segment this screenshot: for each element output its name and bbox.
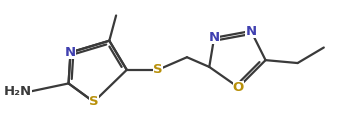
Text: N: N <box>245 25 257 38</box>
Text: N: N <box>65 46 76 59</box>
Text: O: O <box>233 81 244 94</box>
Text: H₂N: H₂N <box>4 85 32 98</box>
Text: N: N <box>209 31 220 44</box>
Text: S: S <box>89 95 99 108</box>
Text: S: S <box>153 63 163 76</box>
